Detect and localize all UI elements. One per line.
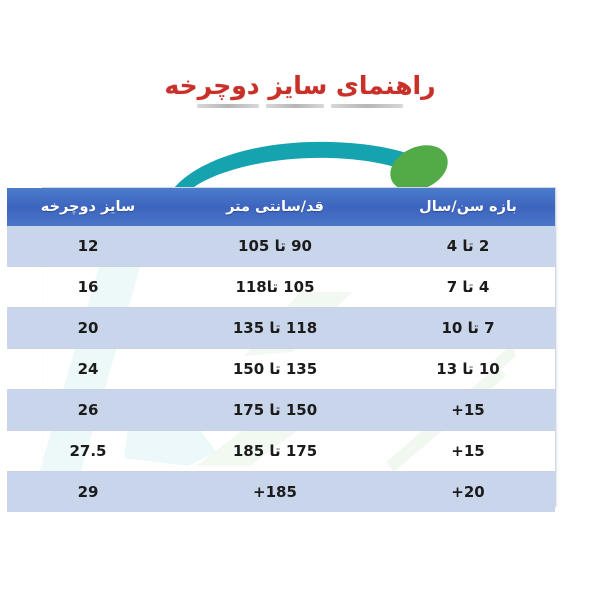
cell-age-value: 7 تا 10 <box>441 319 495 337</box>
column-header-height: قد/سانتی متر <box>169 188 381 226</box>
cell-size: 24 <box>7 348 169 390</box>
cell-age: 7 تا 10 <box>381 307 555 349</box>
size-table-container: بازه سن/سال قد/سانتی متر سایز دوچرخه 2 ت… <box>7 188 555 512</box>
cell-height-value: 135 تا 150 <box>232 360 318 378</box>
size-table-body: 2 تا 4 90 تا 105 12 4 تا 7 105 تا118 16 7 تا 1… <box>7 226 555 512</box>
title-underline-segment <box>331 104 403 108</box>
cell-age: 15+ <box>381 389 555 431</box>
cell-size-value: 16 <box>77 278 99 296</box>
cell-size: 29 <box>7 471 169 512</box>
cell-size-value: 12 <box>77 237 99 255</box>
table-row: 15+ 150 تا 175 26 <box>7 389 555 431</box>
page-title: راهنمای سایز دوچرخه <box>0 72 600 100</box>
cell-height-value: 105 تا118 <box>235 278 315 296</box>
cell-size: 20 <box>7 307 169 349</box>
table-header-row: بازه سن/سال قد/سانتی متر سایز دوچرخه <box>7 188 555 226</box>
cell-height-value: 90 تا 105 <box>238 237 312 255</box>
cell-height: 105 تا118 <box>169 266 381 308</box>
size-table-head: بازه سن/سال قد/سانتی متر سایز دوچرخه <box>7 188 555 226</box>
size-table: بازه سن/سال قد/سانتی متر سایز دوچرخه 2 ت… <box>7 188 555 512</box>
page-title-text: راهنمای سایز دوچرخه <box>164 71 436 100</box>
column-header-age: بازه سن/سال <box>381 188 555 226</box>
cell-height: 185+ <box>169 471 381 512</box>
teal-arc-icon <box>174 141 418 190</box>
title-underline-segment <box>266 104 324 108</box>
table-row: 7 تا 10 118 تا 135 20 <box>7 307 555 349</box>
cell-age-value: 4 تا 7 <box>446 278 490 296</box>
cell-height: 150 تا 175 <box>169 389 381 431</box>
title-underline <box>0 104 600 109</box>
cell-height: 135 تا 150 <box>169 348 381 390</box>
table-row: 2 تا 4 90 تا 105 12 <box>7 226 555 267</box>
table-row: 15+ 175 تا 185 27.5 <box>7 430 555 472</box>
cell-age: 15+ <box>381 430 555 472</box>
cell-height: 90 تا 105 <box>169 226 381 267</box>
cell-age-value: 15+ <box>451 442 485 460</box>
table-row: 4 تا 7 105 تا118 16 <box>7 266 555 308</box>
cell-age-value: 2 تا 4 <box>446 237 490 255</box>
table-row: 10 تا 13 135 تا 150 24 <box>7 348 555 390</box>
title-underline-segment <box>197 104 259 108</box>
cell-age: 20+ <box>381 471 555 512</box>
cell-height-value: 185+ <box>253 483 297 501</box>
cell-height-value: 175 تا 185 <box>232 442 318 460</box>
cell-height-value: 118 تا 135 <box>232 319 318 337</box>
cell-height: 118 تا 135 <box>169 307 381 349</box>
cell-size-value: 29 <box>77 483 99 501</box>
table-row: 20+ 185+ 29 <box>7 471 555 512</box>
cell-size: 26 <box>7 389 169 431</box>
cell-size-value: 27.5 <box>69 442 107 460</box>
cell-age-value: 20+ <box>451 483 485 501</box>
cell-age: 10 تا 13 <box>381 348 555 390</box>
cell-age-value: 10 تا 13 <box>436 360 500 378</box>
cell-age: 4 تا 7 <box>381 266 555 308</box>
cell-size-value: 24 <box>77 360 99 378</box>
cell-size: 27.5 <box>7 430 169 472</box>
cell-age: 2 تا 4 <box>381 226 555 267</box>
cell-height-value: 150 تا 175 <box>232 401 318 419</box>
cell-size: 16 <box>7 266 169 308</box>
cell-height: 175 تا 185 <box>169 430 381 472</box>
cell-size: 12 <box>7 226 169 267</box>
cell-size-value: 20 <box>77 319 99 337</box>
column-header-size: سایز دوچرخه <box>7 188 169 226</box>
cell-size-value: 26 <box>77 401 99 419</box>
cell-age-value: 15+ <box>451 401 485 419</box>
